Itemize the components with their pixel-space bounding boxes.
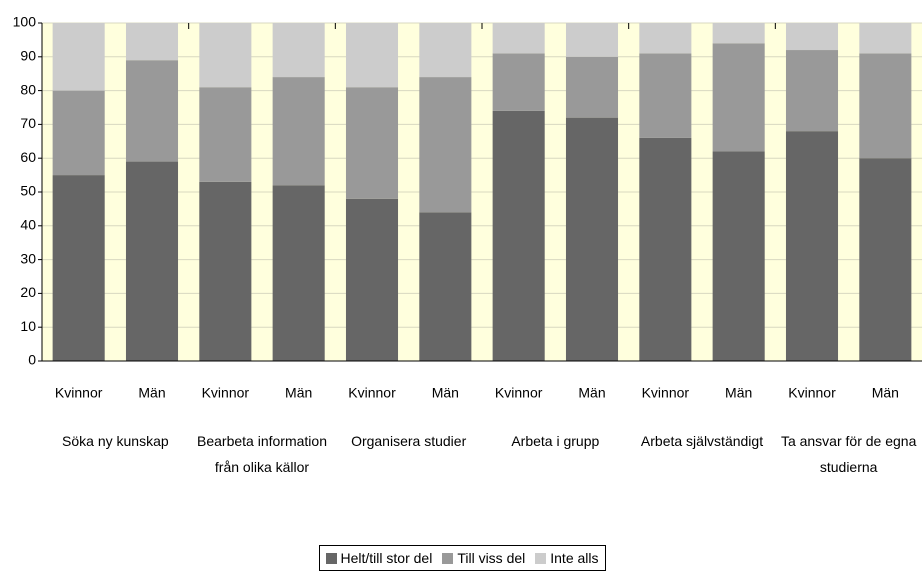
bar-segment [419, 23, 472, 78]
bar-segment [859, 158, 912, 361]
y-tick-label: 40 [20, 217, 36, 233]
bar-segment [859, 23, 912, 54]
bar-segment [639, 53, 692, 138]
x-tick-label: Män [138, 385, 165, 401]
bar-segment [639, 137, 692, 361]
legend-item: Till viss del [442, 550, 525, 566]
x-tick-label: Kvinnor [202, 385, 250, 401]
legend-swatch [535, 552, 547, 564]
bar-segment [272, 23, 325, 78]
bar-segment [199, 23, 252, 88]
group-label: Bearbeta information från olika källor [197, 433, 327, 475]
bar-segment [565, 117, 619, 361]
legend-label: Till viss del [457, 550, 526, 566]
y-tick-label: 20 [20, 284, 36, 300]
x-tick-label: Kvinnor [495, 385, 543, 401]
legend-label: Helt/till stor del [340, 550, 433, 566]
y-tick-label: 50 [20, 183, 36, 199]
legend-swatch [325, 552, 337, 564]
bar-segment [272, 77, 325, 186]
group-label: Arbeta självständigt [640, 433, 764, 449]
x-tick-label: Män [725, 385, 752, 401]
bar-segment [125, 60, 179, 162]
legend-swatch [442, 552, 454, 564]
bar-segment [639, 23, 692, 54]
x-tick-label: Män [285, 385, 312, 401]
legend-item: Helt/till stor del [325, 550, 433, 566]
legend-box: Helt/till stor del Till viss del Inte alls [318, 545, 606, 571]
x-tick-label: Kvinnor [55, 385, 103, 401]
group-label: Organisera studier [351, 433, 467, 449]
bar-segment [52, 90, 105, 176]
group-label: Ta ansvar för de egna studierna [780, 433, 917, 475]
bar-segment [345, 87, 399, 199]
bar-segment [125, 23, 179, 61]
bar-segment [859, 53, 912, 159]
bar-segment [492, 110, 545, 361]
bar-segment [199, 181, 252, 361]
x-tick-label: Kvinnor [788, 385, 836, 401]
legend-label: Inte alls [550, 550, 599, 566]
bar-segment [785, 50, 839, 132]
y-tick-label: 100 [13, 14, 37, 30]
bar-segment [565, 23, 619, 57]
bar-segment [492, 53, 545, 111]
bar-segment [419, 212, 472, 361]
bar-segment [52, 23, 105, 91]
bar-segment [565, 56, 619, 118]
bar-segment [785, 23, 839, 51]
bar-segment [272, 185, 325, 361]
bar-segment [345, 198, 399, 361]
bar-segment [712, 43, 765, 152]
group-label: Söka ny kunskap [62, 433, 169, 449]
x-tick-label: Kvinnor [348, 385, 396, 401]
legend-item: Inte alls [535, 550, 599, 566]
bar-segment [125, 161, 179, 361]
bar-segment [712, 23, 765, 44]
y-tick-label: 80 [20, 81, 36, 97]
x-tick-label: Kvinnor [642, 385, 690, 401]
x-tick-label: Män [872, 385, 899, 401]
bar-segment [419, 77, 472, 213]
y-tick-label: 10 [20, 318, 36, 334]
y-tick-label: 90 [20, 48, 36, 64]
bar-segment [52, 175, 105, 361]
bar-segment [492, 23, 545, 54]
group-label: Arbeta i grupp [511, 433, 600, 449]
x-tick-label: Män [578, 385, 605, 401]
bar-segment [785, 131, 839, 361]
y-tick-label: 30 [20, 250, 36, 266]
x-tick-label: Män [432, 385, 459, 401]
bar-segment [199, 87, 252, 182]
bar-segment [712, 151, 765, 361]
y-tick-label: 70 [20, 115, 36, 131]
y-tick-label: 0 [28, 352, 36, 368]
y-tick-label: 60 [20, 149, 36, 165]
legend: Helt/till stor del Till viss del Inte alls [0, 545, 924, 571]
bar-segment [345, 23, 399, 88]
